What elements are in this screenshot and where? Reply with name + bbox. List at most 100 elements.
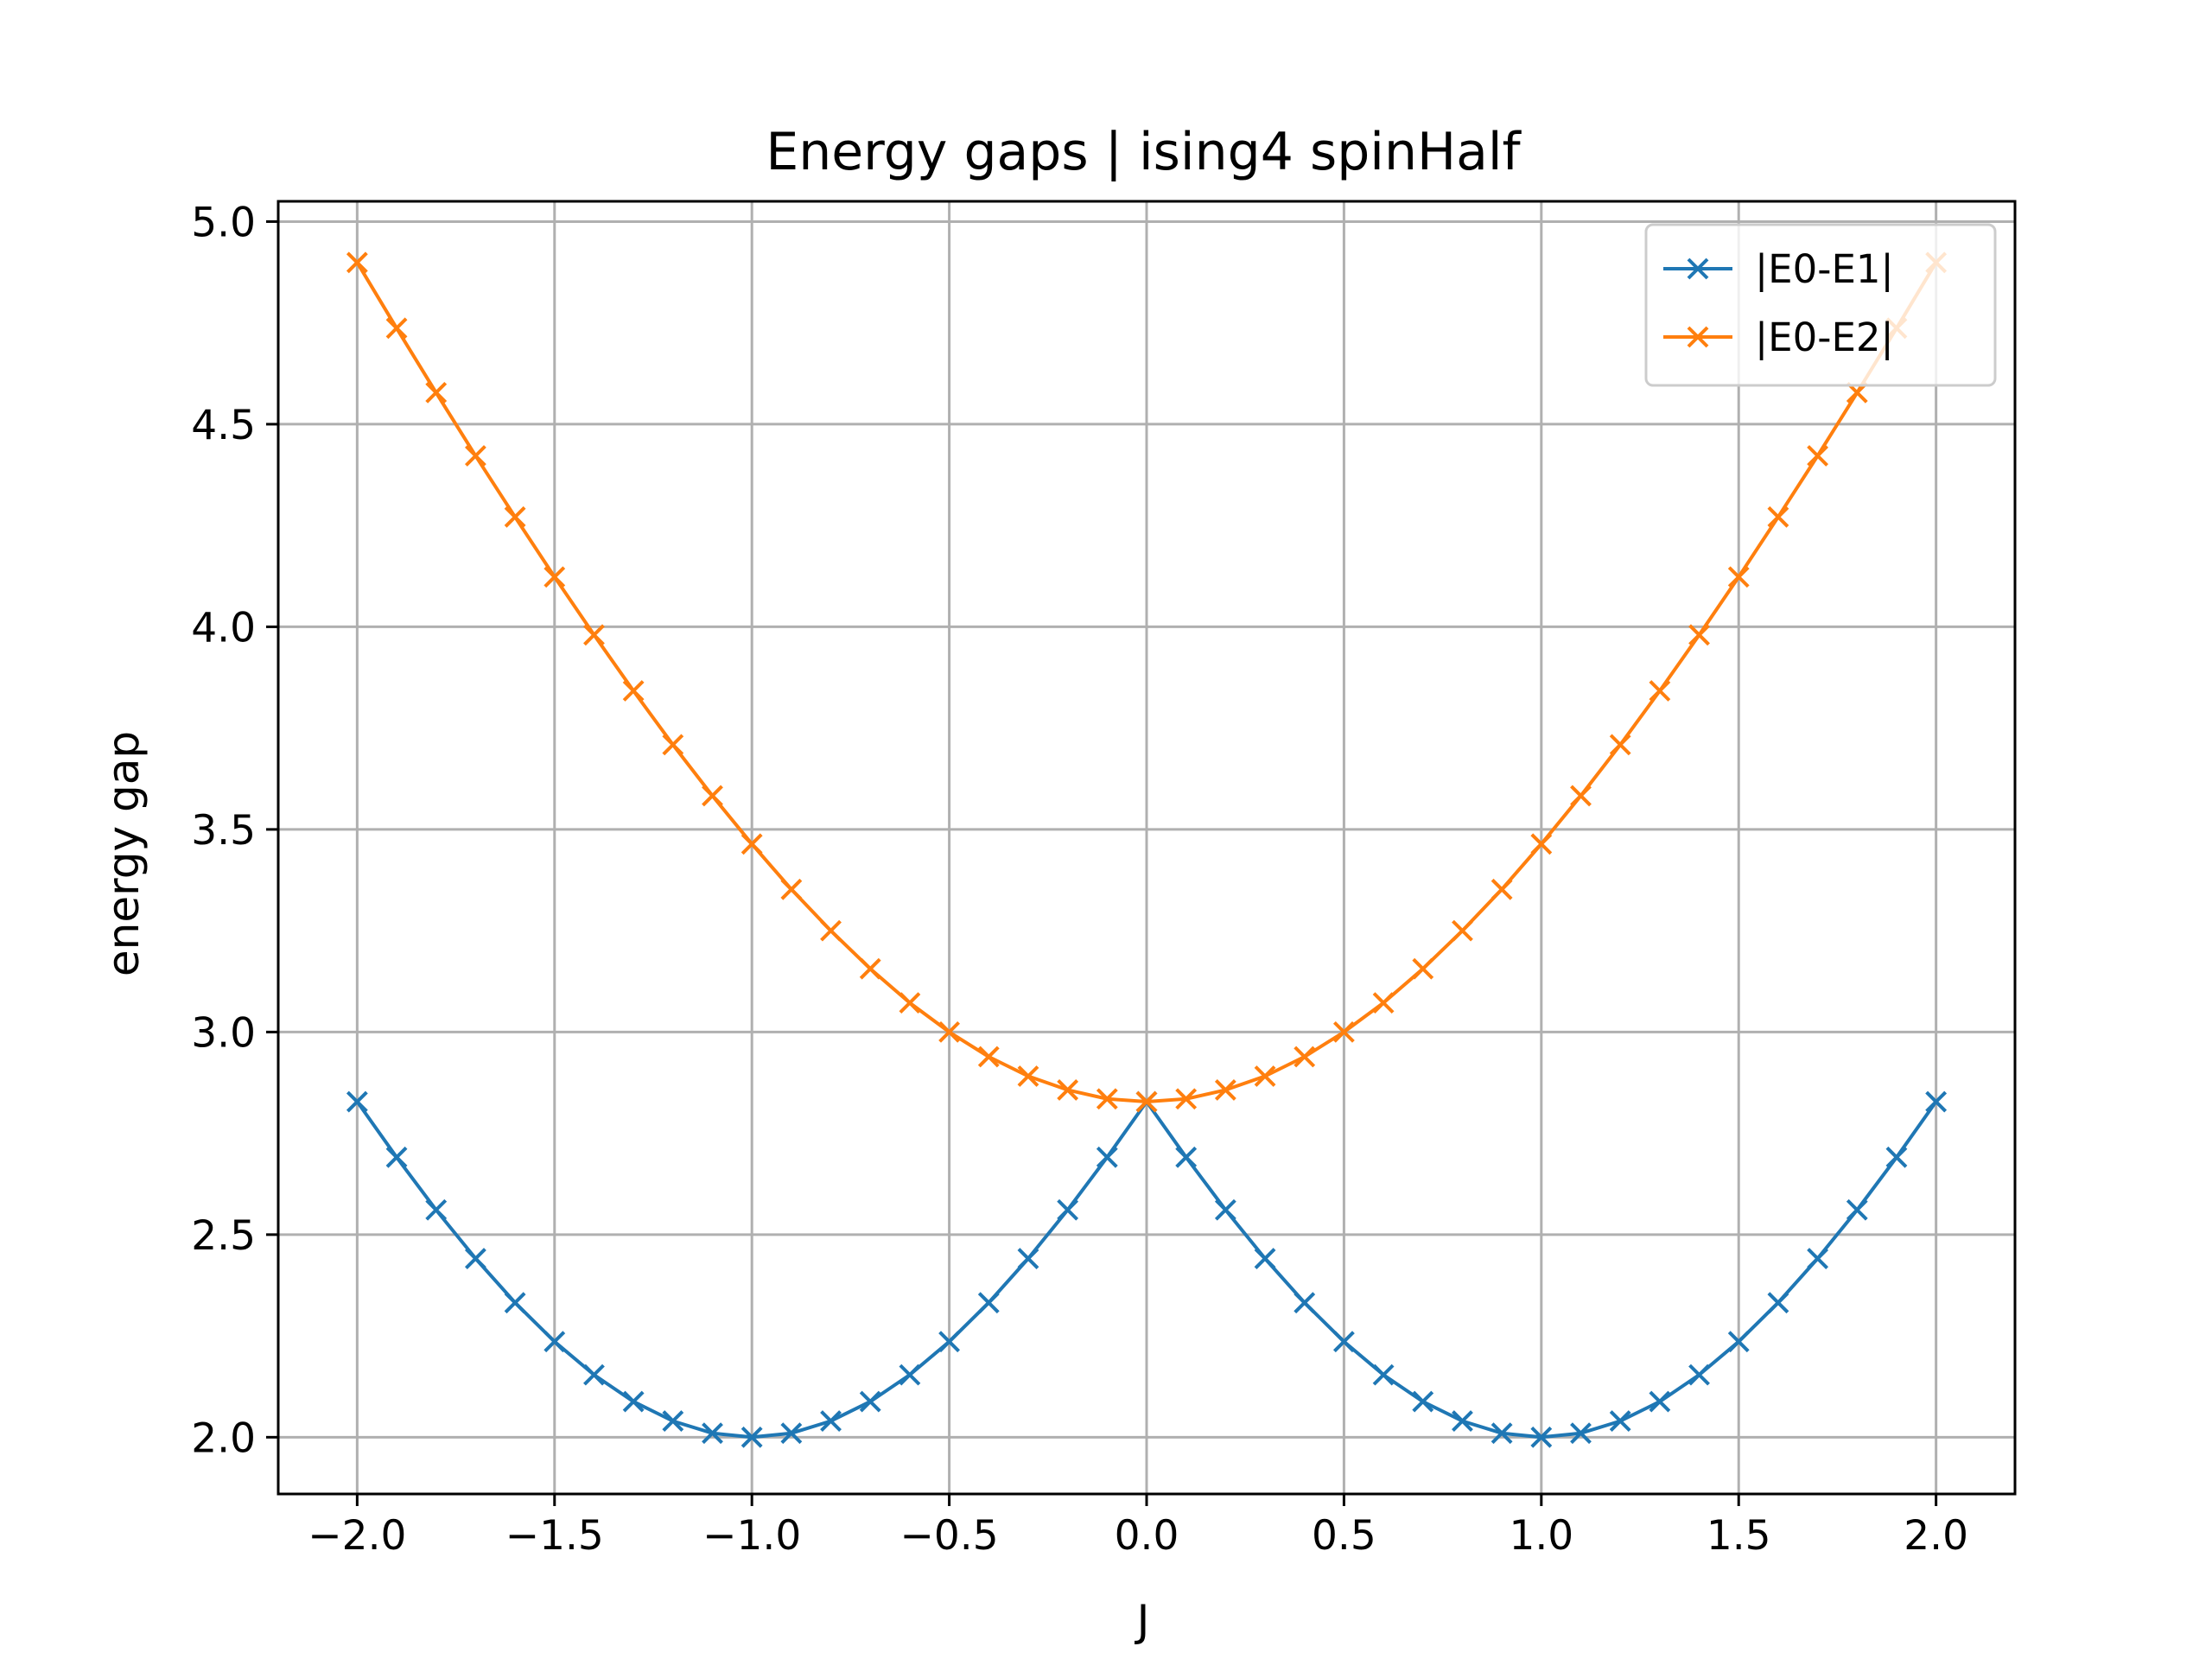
data-point (1294, 1292, 1316, 1314)
data-point (1372, 1363, 1395, 1386)
x-tick-label: 2.0 (1904, 1512, 1968, 1560)
data-point (859, 1390, 881, 1413)
data-point (425, 381, 448, 404)
data-point (1846, 1198, 1868, 1221)
y-tick-label: 2.0 (191, 1414, 256, 1462)
data-point (583, 1363, 605, 1386)
data-point (622, 1390, 645, 1413)
x-tick-label: 1.5 (1707, 1512, 1771, 1560)
y-tick-label: 4.0 (191, 604, 256, 652)
data-point (346, 251, 368, 274)
series-2 (346, 251, 1948, 1113)
y-tick-label: 5.0 (191, 199, 256, 246)
data-point (504, 505, 526, 528)
y-tick-label: 3.5 (191, 807, 256, 855)
data-point (1767, 505, 1789, 528)
legend-box (1644, 223, 1997, 387)
data-point (1452, 919, 1473, 942)
y-tick-label: 4.5 (191, 402, 256, 449)
data-point (1530, 833, 1553, 855)
data-point (1609, 1410, 1631, 1433)
data-point (346, 1090, 368, 1113)
data-point (1530, 1426, 1553, 1448)
data-point (820, 919, 842, 942)
data-point (464, 1248, 486, 1269)
data-point (741, 1426, 763, 1448)
legend-entry: |E0-E1| (1663, 246, 1894, 292)
y-tick-label: 2.5 (191, 1212, 256, 1260)
legend-label: |E0-E1| (1755, 246, 1894, 292)
data-point (1727, 566, 1750, 588)
data-point (977, 1292, 1000, 1314)
data-point (583, 624, 605, 646)
x-tick-label: −1.0 (702, 1512, 801, 1560)
data-point (780, 1422, 803, 1445)
data-point (1057, 1079, 1079, 1101)
data-point (702, 1422, 723, 1445)
data-point (1491, 1422, 1513, 1445)
series-group (346, 251, 1948, 1448)
data-point (899, 992, 921, 1014)
data-point (1175, 1088, 1198, 1110)
data-point (1688, 1363, 1710, 1386)
x-tick-label: 1.0 (1509, 1512, 1573, 1560)
data-point (1017, 1065, 1039, 1087)
legend: |E0-E1| |E0-E2| (1644, 223, 1997, 387)
data-point (1057, 1198, 1079, 1221)
data-point (1372, 992, 1395, 1014)
x-axis-ticks: −2.0 −1.5 −1.0 −0.5 0.0 0.5 1.0 1.5 2.0 (308, 1494, 1968, 1560)
data-point (702, 785, 723, 807)
grid (278, 201, 2015, 1494)
data-point (1017, 1248, 1039, 1269)
data-point (820, 1410, 842, 1433)
data-point (1885, 1146, 1908, 1168)
data-point (662, 1410, 684, 1433)
data-point (622, 680, 645, 702)
data-point (977, 1046, 1000, 1068)
x-tick-label: −2.0 (308, 1512, 406, 1560)
data-point (385, 317, 408, 340)
data-point (543, 1331, 566, 1353)
data-point (662, 734, 684, 756)
data-point (899, 1363, 921, 1386)
data-point (1214, 1079, 1236, 1101)
data-point (543, 566, 566, 588)
data-point (938, 1020, 961, 1043)
legend-marker (1687, 257, 1709, 280)
y-tick-label: 3.0 (191, 1009, 256, 1057)
data-point (1452, 1410, 1473, 1433)
data-point (1412, 1390, 1434, 1413)
data-point (1096, 1146, 1118, 1168)
x-tick-label: 0.5 (1312, 1512, 1376, 1560)
legend-marker (1687, 326, 1709, 348)
data-point (385, 1146, 408, 1168)
data-point (425, 1198, 448, 1221)
x-axis-label: J (1135, 1596, 1150, 1646)
data-point (504, 1292, 526, 1314)
data-point (464, 445, 486, 467)
y-axis-label: energy gap (99, 731, 149, 976)
data-point (859, 957, 881, 980)
data-point (1412, 957, 1434, 980)
data-point (1649, 680, 1671, 702)
data-point (1175, 1146, 1198, 1168)
data-point (1254, 1248, 1276, 1269)
data-point (1332, 1020, 1355, 1043)
x-tick-label: 0.0 (1115, 1512, 1179, 1560)
data-point (1807, 1248, 1829, 1269)
x-tick-label: −0.5 (900, 1512, 999, 1560)
data-point (1332, 1331, 1355, 1353)
data-point (938, 1331, 961, 1353)
data-point (1688, 624, 1710, 646)
data-point (1925, 1090, 1948, 1113)
data-point (1727, 1331, 1750, 1353)
data-point (1807, 445, 1829, 467)
chart-title: Energy gaps | ising4 spinHalf (766, 122, 1522, 182)
data-point (1096, 1088, 1118, 1110)
data-point (1294, 1046, 1316, 1068)
data-point (1570, 1422, 1592, 1445)
data-point (1135, 1090, 1158, 1113)
data-point (1254, 1065, 1276, 1087)
x-tick-label: −1.5 (505, 1512, 604, 1560)
data-point (1491, 878, 1513, 900)
